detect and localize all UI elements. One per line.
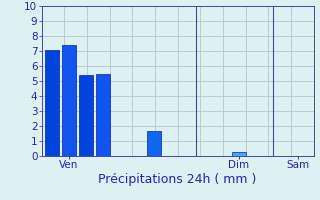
Bar — [79, 75, 92, 156]
X-axis label: Précipitations 24h ( mm ): Précipitations 24h ( mm ) — [99, 173, 257, 186]
Bar — [45, 49, 59, 156]
Bar — [62, 45, 76, 156]
Bar — [232, 152, 246, 156]
Bar — [96, 73, 109, 156]
Bar — [147, 130, 161, 156]
